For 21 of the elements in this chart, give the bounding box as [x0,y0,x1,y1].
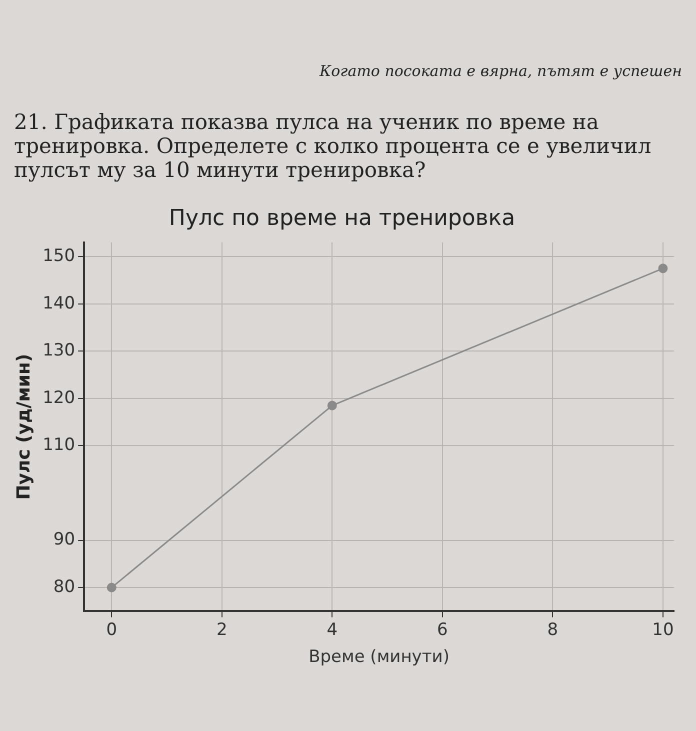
chart-title: Пулс по време на тренировка [168,206,516,231]
text: 21. Графиката показва пулса на ученик по време на тренировка. Определете с колко процента се е увеличил пулсът му за 10 минути тренировка? [13,109,652,184]
x-tick-label: 0 [106,620,118,640]
x-tick-label: 2 [216,620,228,640]
y-tick-label: 110 [42,435,76,456]
x-tick-label: 8 [547,620,558,640]
x-tick-label: 6 [437,620,448,640]
point [106,582,116,592]
y-axis-title: Пулс (уд/мин) [13,354,34,500]
x-axis-title: Време (минути) [308,647,450,668]
text: Когато посоката е вярна, пътят е успешен [318,61,683,82]
y-tick-label: 150 [42,246,76,266]
y-tick-label: 120 [42,388,76,408]
y-tick-label: 90 [53,530,76,550]
x-tick-label: 10 [652,620,674,640]
point [327,400,337,410]
y-tick-label: 140 [42,293,76,314]
y-tick-label: 130 [42,340,76,361]
point [658,264,668,274]
x-tick-label: 4 [326,620,338,640]
y-tick-label: 80 [53,576,76,597]
